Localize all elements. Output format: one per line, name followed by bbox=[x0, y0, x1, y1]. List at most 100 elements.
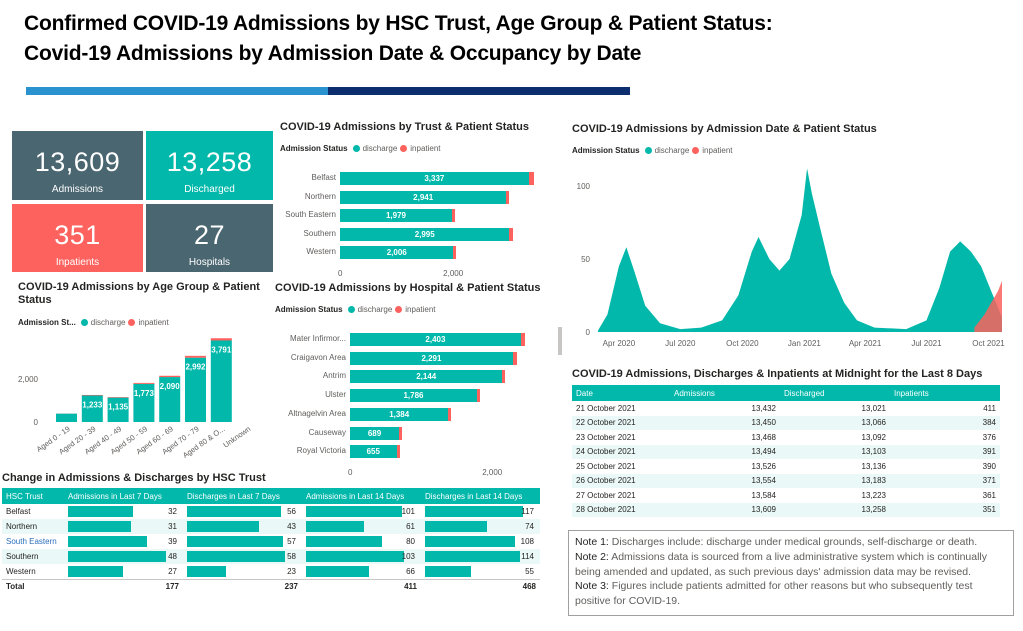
note-1-label: Note 1: bbox=[575, 536, 609, 548]
legend-inpatient: inpatient bbox=[702, 146, 733, 155]
table-row[interactable]: Northern 31 43 61 74 bbox=[2, 519, 540, 534]
bar-inpatient bbox=[448, 407, 452, 421]
bar-discharge bbox=[56, 413, 77, 422]
data-bar-fill bbox=[187, 521, 260, 532]
kpi-inpatients-card[interactable]: 351 Inpatients bbox=[12, 204, 143, 272]
data-bar: 117 bbox=[425, 504, 536, 519]
data-bar-value: 39 bbox=[168, 537, 177, 546]
kpi-discharged-card[interactable]: 13,258 Discharged bbox=[146, 131, 273, 200]
table-row[interactable]: 25 October 2021 13,526 13,136 390 bbox=[572, 459, 1000, 474]
data-bar: 80 bbox=[306, 534, 417, 549]
value-cell: 74 bbox=[421, 519, 540, 534]
hospital-bar-chart[interactable]: Mater Infirmor... 2,403 Craigavon Area 2,29… bbox=[256, 330, 546, 478]
table-cell: 13,183 bbox=[780, 473, 890, 488]
bar-category-label: Royal Victoria bbox=[296, 446, 346, 456]
column-header[interactable]: HSC Trust bbox=[2, 488, 64, 504]
data-bar-fill bbox=[306, 536, 382, 547]
table-row[interactable]: 28 October 2021 13,609 13,258 351 bbox=[572, 502, 1000, 517]
chart-scrollbar[interactable] bbox=[558, 327, 562, 355]
data-bar-fill bbox=[187, 506, 282, 517]
total-cell: 468 bbox=[421, 578, 540, 594]
table-cell: 25 October 2021 bbox=[576, 461, 636, 471]
date-area-chart[interactable]: 0 50 100 Apr 2020 Jul 2020 Oct 2020 Jan 2021 Ap… bbox=[560, 160, 1010, 352]
table-cell: 22 October 2021 bbox=[572, 415, 670, 430]
data-bar: 57 bbox=[187, 534, 298, 549]
column-header[interactable]: Date bbox=[572, 385, 670, 401]
bar-discharge: 2,006 bbox=[340, 246, 454, 259]
data-bar: 74 bbox=[425, 519, 536, 534]
bar-inpatient bbox=[512, 351, 517, 365]
data-bar-value: 74 bbox=[525, 522, 534, 531]
change-table-title: Change in Admissions & Discharges by HSC… bbox=[2, 472, 266, 484]
kpi-admissions-value: 13,609 bbox=[34, 147, 121, 177]
value-cell: 61 bbox=[302, 519, 421, 534]
table-row[interactable]: 22 October 2021 13,450 13,066 384 bbox=[572, 415, 1000, 430]
data-bar-fill bbox=[68, 536, 148, 547]
change-table[interactable]: HSC Trust Admissions in Last 7 Days Discha… bbox=[2, 488, 540, 594]
table-row[interactable]: South Eastern 39 57 80 108 bbox=[2, 534, 540, 549]
value-cell: 58 bbox=[183, 549, 302, 564]
bar-category-label: Mater Infirmor... bbox=[289, 334, 346, 343]
legend-discharge: discharge bbox=[357, 305, 393, 314]
table-cell: 13,223 bbox=[861, 490, 886, 500]
data-bar-value: 114 bbox=[521, 552, 534, 561]
table-cell: 24 October 2021 bbox=[572, 444, 670, 459]
table-row[interactable]: Belfast 32 56 101 117 bbox=[2, 504, 540, 519]
daily-table[interactable]: Date Admissions Discharged Inpatients 21 Oct… bbox=[572, 385, 1000, 517]
kpi-hospitals-card[interactable]: 27 Hospitals bbox=[146, 204, 273, 272]
column-header[interactable]: Admissions in Last 7 Days bbox=[64, 488, 183, 504]
column-header[interactable]: Inpatients bbox=[890, 385, 1000, 401]
value-cell: 103 bbox=[302, 549, 421, 564]
bar-discharge: 689 bbox=[350, 426, 399, 440]
data-bar-value: 48 bbox=[168, 552, 177, 561]
table-row[interactable]: 21 October 2021 13,432 13,021 411 bbox=[572, 401, 1000, 416]
x-tick-label: 0 bbox=[348, 467, 353, 477]
table-row[interactable]: Western 27 23 66 55 bbox=[2, 564, 540, 579]
table-row[interactable]: 26 October 2021 13,554 13,183 371 bbox=[572, 473, 1000, 488]
column-header[interactable]: Discharged bbox=[780, 385, 890, 401]
x-tick-label: Jul 2020 bbox=[665, 339, 696, 348]
table-cell: 13,136 bbox=[861, 461, 886, 471]
table-row[interactable]: Southern 48 58 103 114 bbox=[2, 549, 540, 564]
x-tick-label: Oct 2021 bbox=[972, 339, 1005, 348]
age-chart-legend: Admission St... discharge inpatient bbox=[18, 318, 169, 327]
x-tick-label: 2,000 bbox=[443, 268, 464, 278]
note-3: Note 3: Figures include patients admitte… bbox=[575, 579, 1007, 609]
column-header[interactable]: Admissions bbox=[670, 385, 780, 401]
value-cell: 80 bbox=[302, 534, 421, 549]
value-cell: 114 bbox=[421, 549, 540, 564]
data-bar-fill bbox=[187, 566, 226, 577]
table-cell: 13,494 bbox=[670, 444, 780, 459]
bar-category-label: South Eastern bbox=[285, 210, 336, 219]
column-header[interactable]: Admissions in Last 14 Days bbox=[302, 488, 421, 504]
bar-discharge bbox=[81, 395, 103, 422]
bar-category-label: Belfast bbox=[311, 173, 336, 182]
value-cell: 43 bbox=[183, 519, 302, 534]
table-row[interactable]: 23 October 2021 13,468 13,092 376 bbox=[572, 430, 1000, 445]
legend-status-label: Admission Status bbox=[280, 144, 348, 153]
data-bar-value: 61 bbox=[406, 522, 415, 531]
table-cell: 13,021 bbox=[861, 403, 886, 413]
column-header[interactable]: Discharges in Last 7 Days bbox=[183, 488, 302, 504]
kpi-admissions-card[interactable]: 13,609 Admissions bbox=[12, 131, 143, 200]
data-bar: 43 bbox=[187, 519, 298, 534]
value-cell: 55 bbox=[421, 564, 540, 579]
table-cell: 13,468 bbox=[751, 432, 776, 442]
bar-category-label: Causeway bbox=[308, 427, 346, 437]
table-row[interactable]: 27 October 2021 13,584 13,223 361 bbox=[572, 488, 1000, 503]
table-row[interactable]: 24 October 2021 13,494 13,103 391 bbox=[572, 444, 1000, 459]
discharge-dot-icon bbox=[347, 306, 355, 313]
data-bar-fill bbox=[306, 551, 404, 562]
bar-inpatient bbox=[453, 246, 457, 259]
x-tick-label: Apr 2020 bbox=[603, 339, 636, 348]
value-cell: 48 bbox=[64, 549, 183, 564]
trust-bar-chart[interactable]: Belfast 3,337 Northern 2,941 South Eastern 1,… bbox=[246, 168, 546, 280]
data-bar-value: 80 bbox=[406, 537, 415, 546]
bar-data-label: 1,233 bbox=[82, 400, 103, 409]
table-cell: 13,526 bbox=[751, 461, 776, 471]
column-header[interactable]: Discharges in Last 14 Days bbox=[421, 488, 540, 504]
data-bar: 58 bbox=[187, 549, 298, 564]
table-cell: 411 bbox=[983, 403, 996, 413]
data-bar-fill bbox=[68, 551, 166, 562]
